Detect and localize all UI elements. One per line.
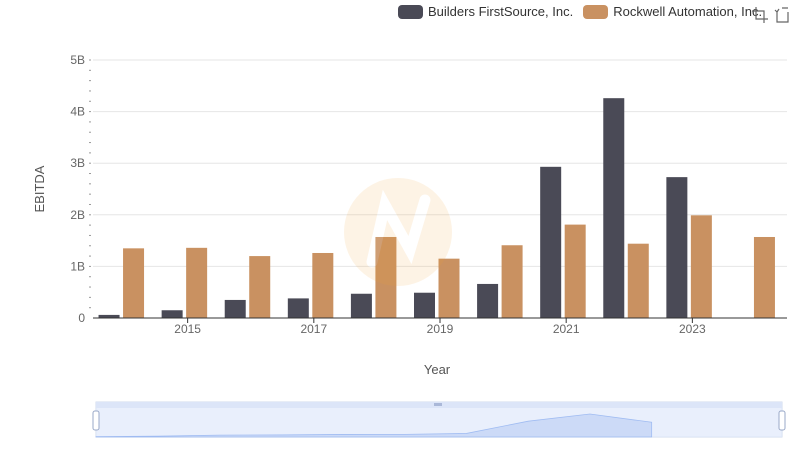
bar-builders-firstsource [161,310,183,318]
x-tick-label: 2023 [679,322,706,336]
zoom-handle-left [92,410,100,431]
restore-icon[interactable] [773,6,791,24]
x-tick-label: 2017 [300,322,327,336]
legend-label: Rockwell Automation, Inc. [613,4,763,19]
y-tick-label: 0 [78,311,85,325]
bar-builders-firstsource [477,283,499,318]
y-tick-label: 5B [70,53,85,67]
bar-builders-firstsource [666,177,688,318]
bar-rockwell-automation [501,245,523,318]
y-axis: 0 1B 2B 3B 4B 5B [70,53,91,325]
y-tick-label: 2B [70,208,85,222]
bar-builders-firstsource [540,166,562,318]
legend-label: Builders FirstSource, Inc. [428,4,574,19]
bar-rockwell-automation [312,252,334,318]
watermark-circle [344,178,452,286]
x-axis-title: Year [424,362,451,377]
zoom-preview-area [95,413,653,438]
zoom-drag-grip [434,403,442,406]
x-tick-label: 2021 [553,322,580,336]
zoom-select-icon[interactable] [751,6,769,24]
bar-builders-firstsource [224,299,246,318]
bar-builders-firstsource [287,298,309,318]
zoom-handle-right [778,410,786,431]
x-axis: 2015 2017 2019 2021 2023 [93,317,787,336]
bar-builders-firstsource [350,293,372,318]
bar-rockwell-automation [627,243,649,318]
bar-builders-firstsource [98,314,120,318]
legend-swatch [583,4,609,19]
bar-rockwell-automation [123,248,145,318]
toolbox [747,6,791,24]
bars [98,98,775,319]
y-tick-label: 1B [70,259,85,273]
bar-rockwell-automation [438,258,460,318]
bar-rockwell-automation [186,247,208,318]
y-tick-label: 4B [70,105,85,119]
data-zoom-slider[interactable] [92,401,786,438]
watermark-logo [344,178,452,286]
bar-builders-firstsource [414,292,435,318]
y-tick-label: 3B [70,156,85,170]
bar-rockwell-automation [249,256,271,318]
legend-item-rockwell-automation[interactable]: Rockwell Automation, Inc. [583,4,762,19]
watermark-mark [366,189,431,268]
zoom-selected-range [96,408,782,437]
bar-rockwell-automation [564,224,586,318]
bar-rockwell-automation [690,215,712,318]
bar-builders-firstsource [603,98,625,319]
legend: Builders FirstSource, Inc. Rockwell Auto… [398,4,772,19]
legend-swatch [398,4,423,19]
bar-rockwell-automation [753,236,775,318]
x-tick-label: 2019 [427,322,454,336]
legend-item-builders-firstsource[interactable]: Builders FirstSource, Inc. [398,4,573,19]
bar-rockwell-automation [375,236,397,318]
x-tick-label: 2015 [174,322,201,336]
y-axis-title: EBITDA [32,165,47,212]
